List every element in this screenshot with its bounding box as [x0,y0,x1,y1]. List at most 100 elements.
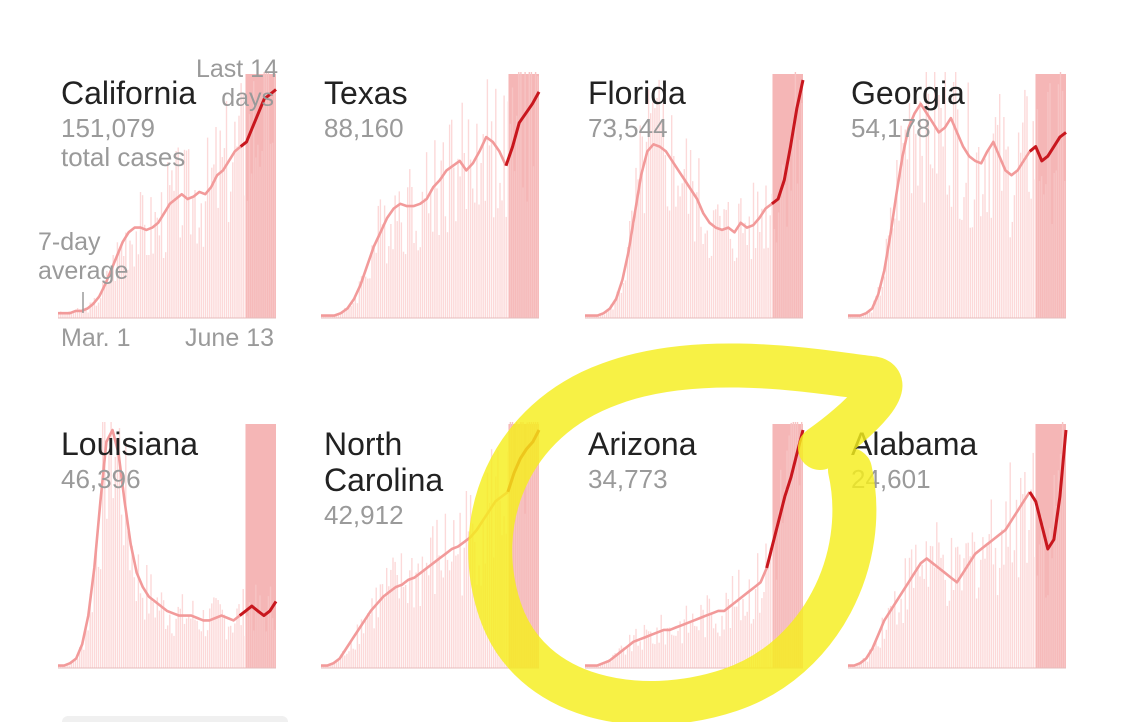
daily-case-bar [396,221,398,318]
daily-case-bar [885,629,888,668]
daily-case-bar [952,590,955,668]
daily-case-bar [530,72,533,318]
daily-case-bar [274,72,276,318]
daily-case-bar [652,102,654,319]
daily-case-bar [871,312,873,318]
daily-case-bar [948,185,951,318]
daily-case-bar [120,514,123,668]
daily-case-bar [520,72,522,318]
daily-case-bar [537,422,539,668]
daily-case-bar [204,201,207,318]
daily-case-bar [150,197,152,318]
daily-case-bar [992,133,995,318]
daily-case-bar [1047,91,1049,319]
daily-case-bar [509,123,512,318]
daily-case-bar [379,199,382,318]
daily-case-bar [516,115,518,318]
daily-case-bar [771,193,773,318]
daily-case-bar [507,101,509,319]
daily-case-bar [467,531,470,668]
daily-case-bar [344,307,346,318]
daily-case-bar [999,567,1001,668]
daily-case-bar [91,302,93,318]
daily-case-bar [194,190,196,318]
daily-case-bar [1055,170,1057,318]
daily-case-bar [1030,489,1032,668]
daily-case-bar [217,600,219,668]
daily-case-bar [769,547,771,668]
daily-case-bar [622,283,625,318]
daily-case-bar [390,224,392,318]
daily-case-bar [404,254,407,318]
daily-case-bar [240,625,242,668]
daily-case-bar [530,422,533,668]
daily-case-bar [873,648,875,668]
daily-case-bar [938,95,940,318]
daily-case-bar [215,598,217,668]
daily-case-bar [965,182,967,318]
daily-case-bar [738,569,740,668]
daily-case-bar [639,641,641,668]
daily-case-bar [386,567,388,668]
daily-case-bar [664,155,667,318]
daily-case-bar [474,542,476,668]
daily-case-bar [946,194,948,318]
daily-case-bar [333,662,335,668]
daily-case-bar [125,232,127,318]
daily-case-bar [633,635,635,668]
daily-case-bar [917,185,919,318]
daily-case-bar [358,281,361,318]
daily-case-bar [852,316,854,318]
daily-case-bar [898,220,900,318]
daily-case-bar [1055,505,1057,668]
daily-case-bar [158,610,161,668]
daily-case-bar [188,149,190,318]
daily-case-bar [1064,436,1066,668]
daily-case-bar [398,598,400,668]
daily-case-bar [415,572,417,668]
daily-case-bar [131,545,133,668]
daily-case-bar [639,125,641,319]
daily-case-bar [133,266,135,318]
daily-case-bar [423,569,426,668]
daily-case-bar [898,612,900,668]
daily-case-bar [127,531,129,668]
daily-case-bar [894,218,896,318]
daily-case-bar [379,584,382,668]
daily-case-bar [729,628,732,668]
daily-case-bar [516,422,518,668]
daily-case-bar [994,117,997,318]
daily-case-bar [929,164,932,318]
daily-case-bar [358,644,361,668]
daily-case-bar [209,608,211,668]
seven-day-average-line [585,143,773,317]
scroll-indicator[interactable] [62,716,288,722]
daily-case-bar [198,629,200,668]
daily-case-bar [448,124,451,318]
daily-case-bar [102,422,104,668]
daily-case-bar [202,246,205,318]
daily-case-bar [902,623,904,668]
daily-case-bar [959,554,961,668]
daily-case-bar [940,108,942,318]
daily-case-bar [83,649,85,668]
daily-case-bar [877,646,879,668]
daily-case-bar [871,652,873,668]
daily-case-bar [524,72,526,318]
seven-day-average-line [321,135,508,317]
daily-case-bar [1015,170,1018,318]
daily-case-bar [267,72,270,318]
daily-case-bar [413,243,415,318]
daily-case-bar [360,276,363,318]
daily-case-bar [662,629,664,668]
daily-case-bar [862,658,865,668]
daily-case-bar [532,422,535,668]
daily-case-bar [994,547,997,668]
daily-case-bar [81,643,83,668]
daily-case-bar [1061,90,1064,319]
daily-case-bar [511,87,514,318]
daily-case-bar [645,141,648,318]
daily-case-bar [342,311,344,318]
